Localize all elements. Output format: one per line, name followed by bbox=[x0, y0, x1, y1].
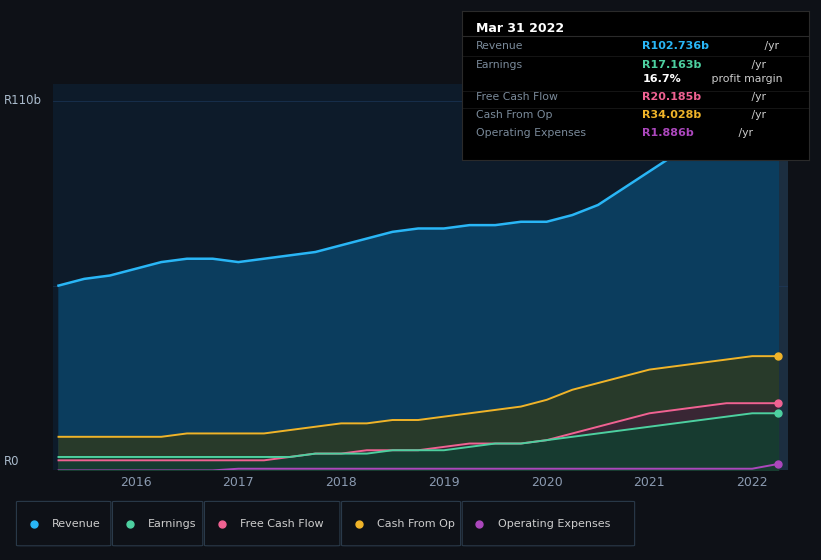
Bar bbox=[727, 84, 788, 470]
Text: R0: R0 bbox=[4, 455, 20, 468]
Text: Free Cash Flow: Free Cash Flow bbox=[240, 519, 323, 529]
Text: R34.028b: R34.028b bbox=[642, 110, 702, 120]
Text: R17.163b: R17.163b bbox=[642, 60, 702, 70]
Text: Revenue: Revenue bbox=[52, 519, 100, 529]
Text: Cash From Op: Cash From Op bbox=[476, 110, 553, 120]
Text: R102.736b: R102.736b bbox=[642, 41, 709, 51]
Text: Revenue: Revenue bbox=[476, 41, 524, 51]
Text: R20.185b: R20.185b bbox=[642, 92, 701, 102]
Text: Earnings: Earnings bbox=[476, 60, 523, 70]
Text: Earnings: Earnings bbox=[148, 519, 196, 529]
Text: Operating Expenses: Operating Expenses bbox=[498, 519, 610, 529]
Text: profit margin: profit margin bbox=[709, 74, 782, 84]
Text: Operating Expenses: Operating Expenses bbox=[476, 128, 586, 138]
Text: R1.886b: R1.886b bbox=[642, 128, 694, 138]
Text: Free Cash Flow: Free Cash Flow bbox=[476, 92, 558, 102]
Text: R110b: R110b bbox=[4, 94, 42, 108]
Text: /yr: /yr bbox=[735, 128, 753, 138]
Text: /yr: /yr bbox=[761, 41, 779, 51]
Text: Cash From Op: Cash From Op bbox=[377, 519, 455, 529]
Text: /yr: /yr bbox=[748, 60, 766, 70]
Text: /yr: /yr bbox=[748, 92, 766, 102]
Text: Mar 31 2022: Mar 31 2022 bbox=[476, 22, 564, 35]
Text: 16.7%: 16.7% bbox=[642, 74, 681, 84]
Text: /yr: /yr bbox=[748, 110, 766, 120]
